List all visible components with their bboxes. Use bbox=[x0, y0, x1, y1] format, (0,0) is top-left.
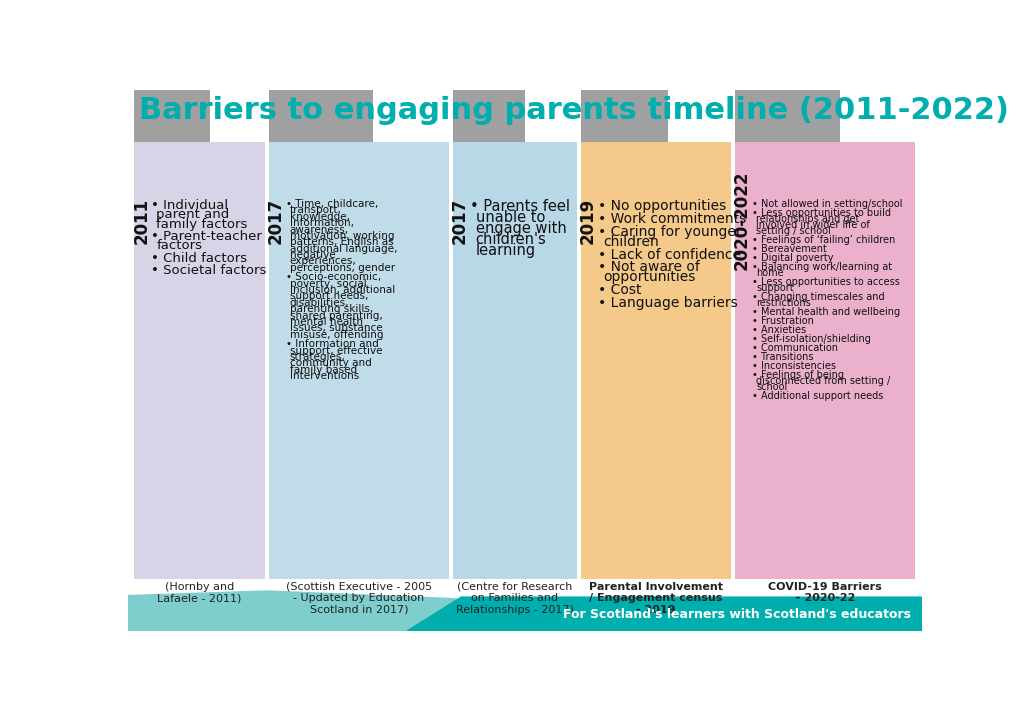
Text: knowledge,: knowledge, bbox=[290, 212, 350, 222]
Text: experiences,: experiences, bbox=[290, 257, 356, 267]
Text: interventions: interventions bbox=[290, 371, 359, 381]
Text: relationships and get: relationships and get bbox=[756, 214, 859, 224]
Text: disabilities,: disabilities, bbox=[290, 298, 349, 308]
Text: 2017: 2017 bbox=[266, 198, 285, 244]
Text: family factors: family factors bbox=[157, 218, 248, 230]
Text: awareness,: awareness, bbox=[290, 225, 349, 235]
Text: • Caring for younger: • Caring for younger bbox=[598, 225, 741, 239]
Text: • Lack of confidence: • Lack of confidence bbox=[598, 247, 741, 262]
Text: • Bereavement: • Bereavement bbox=[753, 244, 827, 254]
Text: learning: learning bbox=[476, 243, 536, 258]
Text: 2017: 2017 bbox=[451, 198, 469, 244]
Text: • Feelings of being: • Feelings of being bbox=[753, 370, 844, 380]
Text: support: support bbox=[756, 283, 794, 293]
Text: 2019: 2019 bbox=[579, 198, 597, 244]
Text: (Hornby and
Lafaele - 2011): (Hornby and Lafaele - 2011) bbox=[158, 581, 242, 603]
Text: • Additional support needs: • Additional support needs bbox=[753, 391, 884, 401]
Text: • Socio-economic,: • Socio-economic, bbox=[286, 272, 381, 282]
Text: support needs,: support needs, bbox=[290, 291, 369, 301]
Text: • Frustration: • Frustration bbox=[753, 316, 814, 326]
FancyBboxPatch shape bbox=[735, 142, 915, 579]
Text: • Not allowed in setting/school: • Not allowed in setting/school bbox=[753, 199, 902, 209]
Text: negative: negative bbox=[290, 250, 336, 260]
Text: transport,: transport, bbox=[290, 206, 342, 216]
Text: • Language barriers: • Language barriers bbox=[598, 296, 737, 310]
Text: factors: factors bbox=[157, 240, 203, 252]
Text: strategies,: strategies, bbox=[290, 352, 346, 362]
Text: • Cost: • Cost bbox=[598, 283, 641, 297]
Text: Parental Involvement
/ Engagement census
- 2019: Parental Involvement / Engagement census… bbox=[589, 581, 723, 615]
Text: school: school bbox=[756, 382, 787, 392]
Text: engage with: engage with bbox=[476, 221, 566, 236]
Text: additional language,: additional language, bbox=[290, 244, 397, 254]
Text: COVID-19 Barriers
– 2020-22: COVID-19 Barriers – 2020-22 bbox=[768, 581, 882, 603]
Text: family based: family based bbox=[290, 364, 357, 375]
Text: children's: children's bbox=[476, 232, 547, 247]
Text: perceptions, gender: perceptions, gender bbox=[290, 263, 395, 273]
Text: home: home bbox=[756, 268, 783, 278]
Text: patterns, English as: patterns, English as bbox=[290, 238, 393, 247]
Text: • Inconsistencies: • Inconsistencies bbox=[753, 362, 837, 372]
Text: Barriers to engaging parents timeline (2011-2022): Barriers to engaging parents timeline (2… bbox=[139, 96, 1009, 125]
Text: 2011: 2011 bbox=[132, 198, 151, 244]
Text: shared parenting,: shared parenting, bbox=[290, 311, 383, 320]
FancyBboxPatch shape bbox=[581, 142, 731, 579]
FancyBboxPatch shape bbox=[134, 142, 265, 579]
Text: • Feelings of ‘failing’ children: • Feelings of ‘failing’ children bbox=[753, 235, 895, 245]
Text: • Parents feel: • Parents feel bbox=[470, 199, 570, 214]
Text: issues, substance: issues, substance bbox=[290, 323, 383, 333]
Text: • Less opportunities to access: • Less opportunities to access bbox=[753, 277, 900, 287]
Text: • Societal factors: • Societal factors bbox=[152, 264, 266, 277]
Polygon shape bbox=[407, 597, 922, 631]
Polygon shape bbox=[128, 591, 608, 631]
Text: parent and: parent and bbox=[157, 208, 229, 221]
Text: involved in wider life of: involved in wider life of bbox=[756, 220, 869, 230]
Text: restrictions: restrictions bbox=[756, 298, 811, 308]
Text: • Time, childcare,: • Time, childcare, bbox=[286, 199, 378, 209]
Text: community and: community and bbox=[290, 358, 372, 369]
Text: support, effective: support, effective bbox=[290, 345, 382, 356]
Text: • Changing timescales and: • Changing timescales and bbox=[753, 292, 885, 302]
FancyBboxPatch shape bbox=[453, 90, 525, 142]
FancyBboxPatch shape bbox=[134, 90, 210, 142]
Text: parenting skills,: parenting skills, bbox=[290, 304, 373, 314]
Text: inclusion, additional: inclusion, additional bbox=[290, 285, 395, 295]
FancyBboxPatch shape bbox=[581, 90, 668, 142]
Text: poverty, social: poverty, social bbox=[290, 279, 367, 289]
Text: • Parent-teacher: • Parent-teacher bbox=[152, 230, 262, 243]
FancyBboxPatch shape bbox=[735, 90, 840, 142]
Text: • Communication: • Communication bbox=[753, 343, 838, 353]
FancyBboxPatch shape bbox=[268, 142, 450, 579]
Text: opportunities: opportunities bbox=[603, 270, 695, 284]
Text: • Transitions: • Transitions bbox=[753, 352, 814, 362]
Text: For Scotland's learners with Scotland's educators: For Scotland's learners with Scotland's … bbox=[563, 608, 910, 620]
FancyBboxPatch shape bbox=[453, 142, 578, 579]
Text: • Child factors: • Child factors bbox=[152, 252, 248, 265]
Text: • No opportunities: • No opportunities bbox=[598, 199, 726, 213]
Text: misuse, offending: misuse, offending bbox=[290, 330, 383, 340]
Text: • Digital poverty: • Digital poverty bbox=[753, 253, 834, 263]
Text: information,: information, bbox=[290, 218, 354, 228]
Text: • Self-isolation/shielding: • Self-isolation/shielding bbox=[753, 334, 871, 344]
Text: (Scottish Executive - 2005
- Updated by Education
Scotland in 2017): (Scottish Executive - 2005 - Updated by … bbox=[286, 581, 432, 615]
Text: (Centre for Research
on Families and
Relationships - 2017): (Centre for Research on Families and Rel… bbox=[456, 581, 573, 615]
Text: • Individual: • Individual bbox=[152, 199, 228, 212]
Text: • Mental health and wellbeing: • Mental health and wellbeing bbox=[753, 307, 900, 317]
Text: • Work commitments: • Work commitments bbox=[598, 212, 746, 226]
Text: setting / school: setting / school bbox=[756, 226, 830, 236]
Text: motivation, working: motivation, working bbox=[290, 231, 394, 241]
FancyBboxPatch shape bbox=[268, 90, 374, 142]
Text: • Not aware of: • Not aware of bbox=[598, 260, 699, 274]
Text: disconnected from setting /: disconnected from setting / bbox=[756, 376, 890, 386]
Text: unable to: unable to bbox=[476, 210, 545, 225]
Text: 2020-2022: 2020-2022 bbox=[733, 171, 751, 270]
Text: • Less opportunities to build: • Less opportunities to build bbox=[753, 208, 891, 218]
Text: mental health: mental health bbox=[290, 317, 362, 327]
Text: • Information and: • Information and bbox=[286, 339, 379, 350]
Text: • Balancing work/learning at: • Balancing work/learning at bbox=[753, 262, 892, 272]
Text: children: children bbox=[603, 235, 659, 249]
Text: • Anxieties: • Anxieties bbox=[753, 325, 806, 335]
